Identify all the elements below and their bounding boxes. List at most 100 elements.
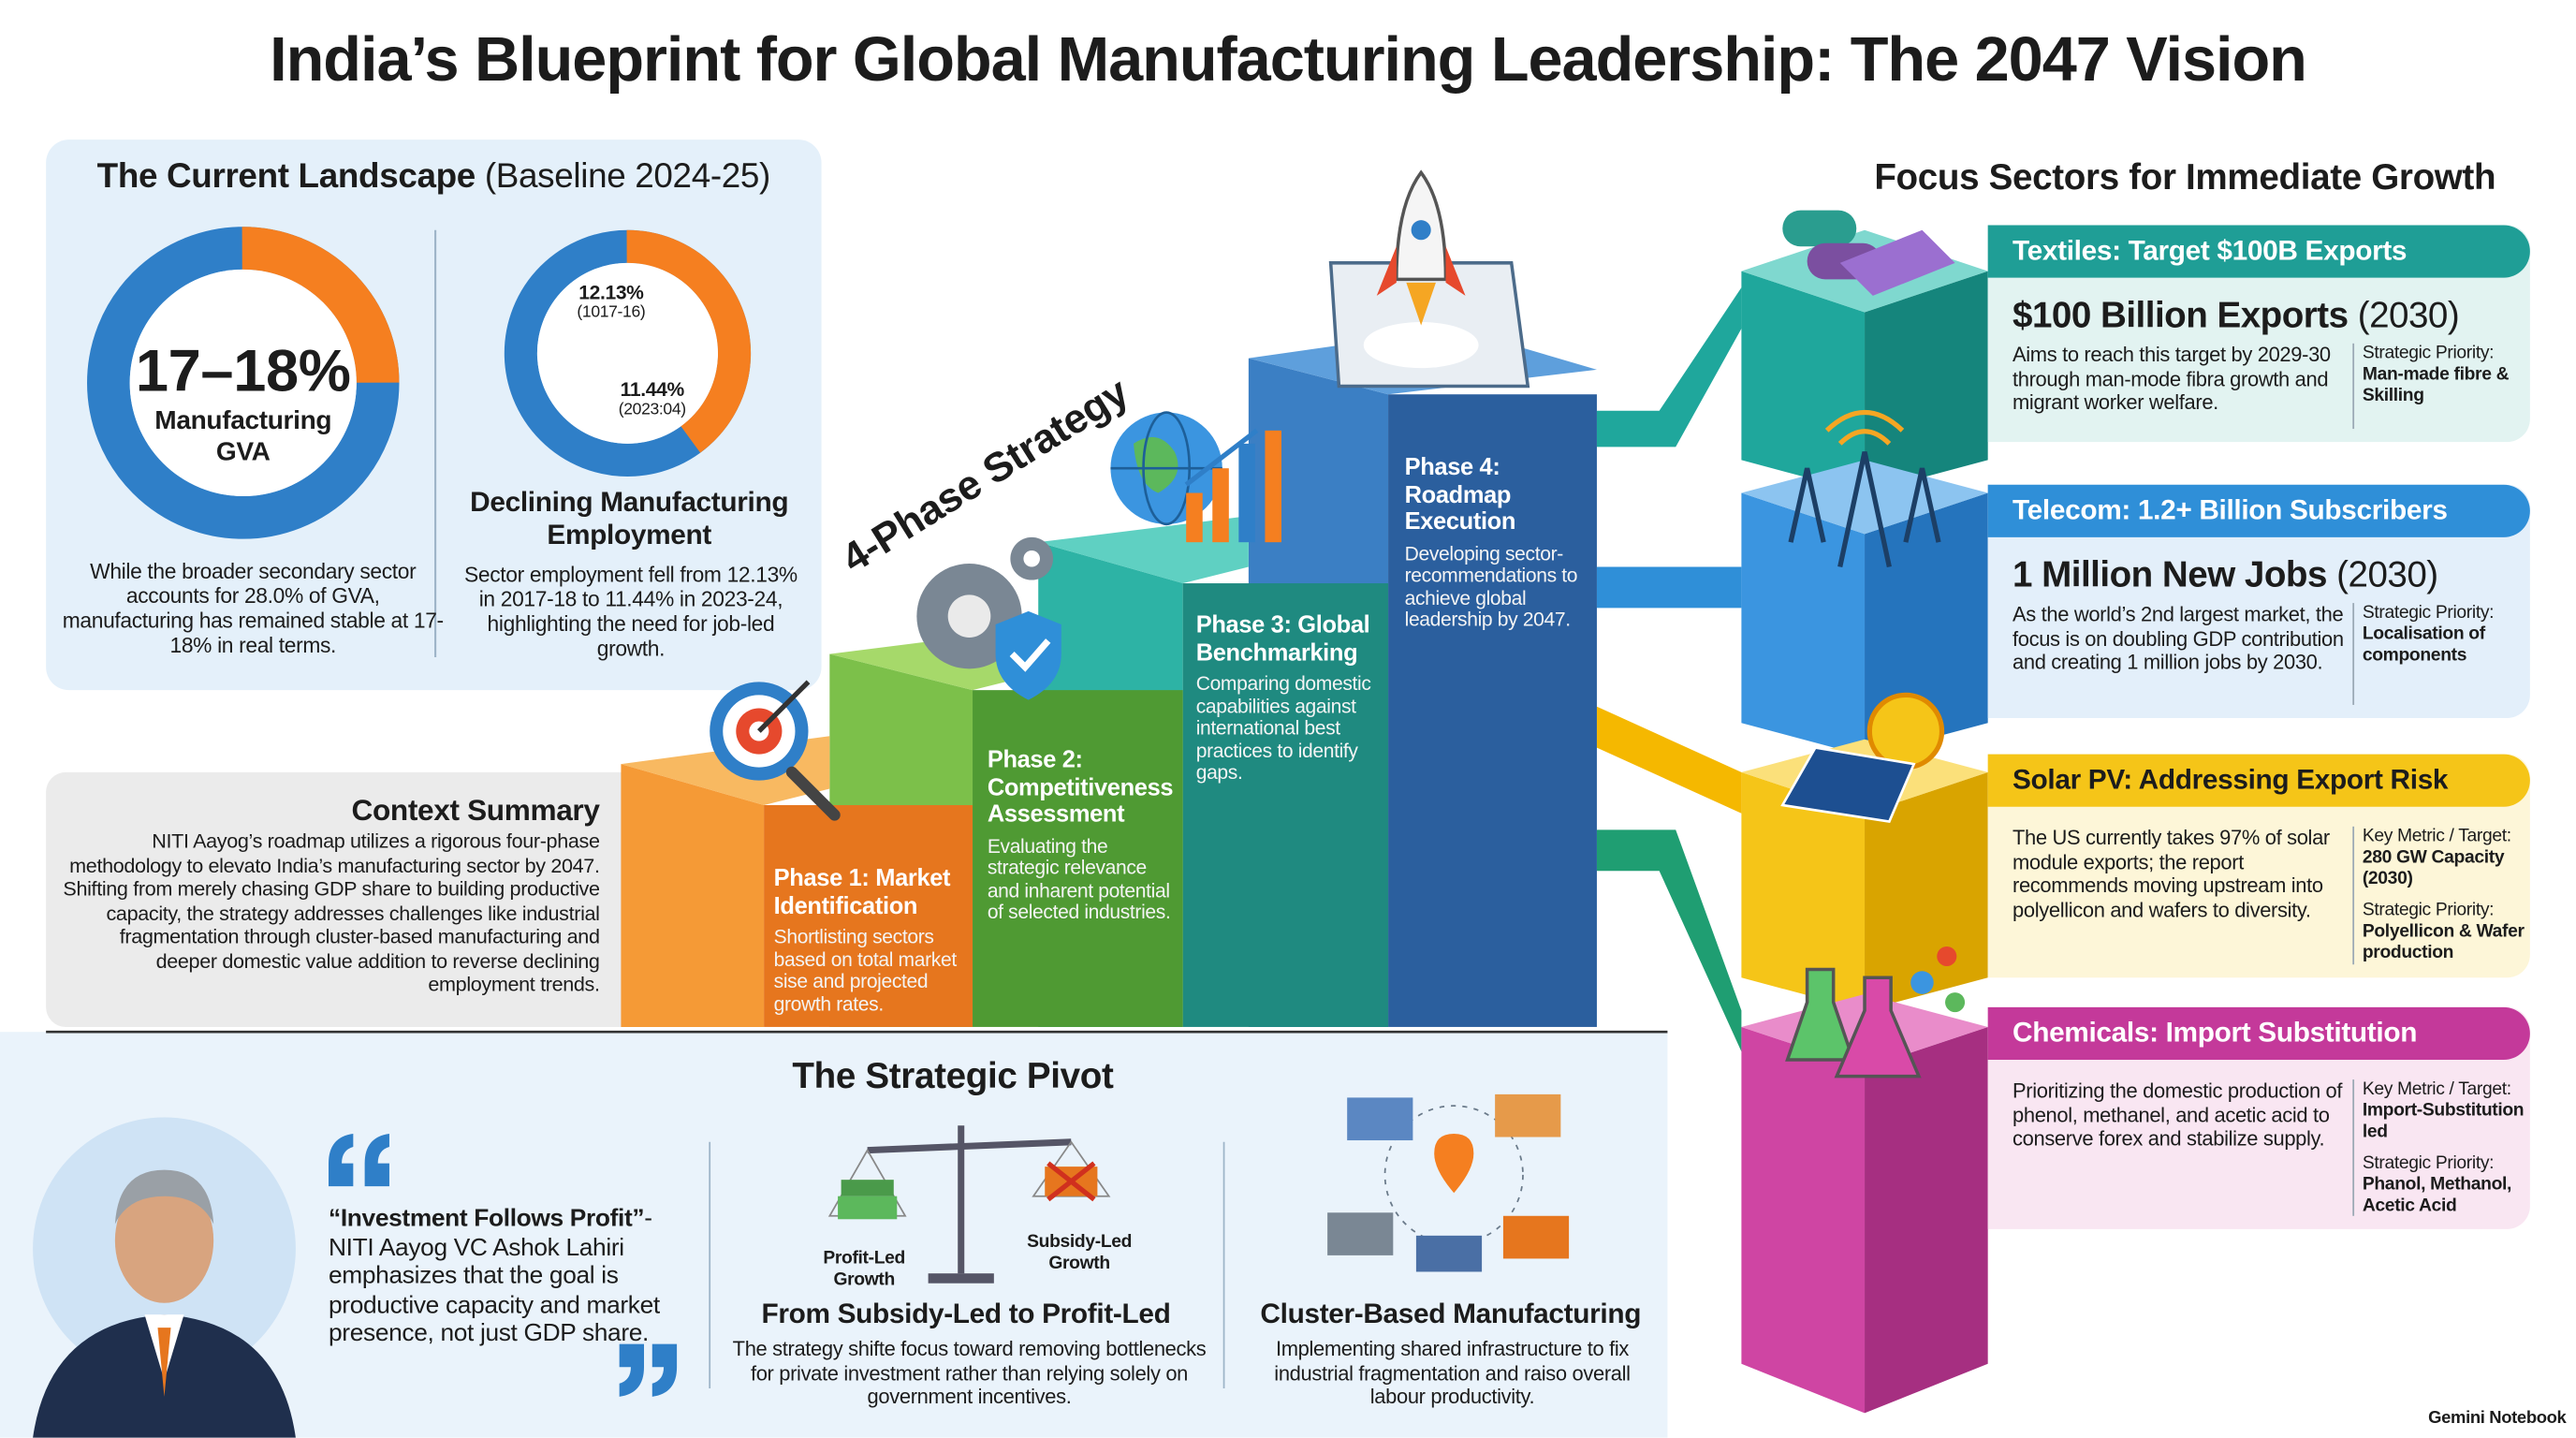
- side-label: Strategic Priority:: [2362, 603, 2495, 624]
- side-label: Key Metric / Target:: [2362, 1079, 2511, 1100]
- employment-2023-value: 11.44%: [620, 377, 685, 402]
- heading-baseline: (Baseline 2024-25): [484, 157, 771, 196]
- decor-ellipse: [1363, 321, 1479, 369]
- telecom-icon: [1788, 410, 1941, 568]
- gva-donut-center: [129, 269, 357, 497]
- decor-rect: [973, 690, 1183, 1027]
- phase: Phase 1: Market Identification Shortlisti…: [774, 866, 968, 1016]
- quote-marks: [329, 1134, 678, 1397]
- employment-donut-center: [536, 262, 718, 444]
- sector-header: Telecom: 1.2+ Billion Subscribers: [1987, 484, 2530, 537]
- decor-polygon: [1865, 771, 1988, 1011]
- decor-rect: [1502, 1215, 1570, 1259]
- decor-rect: [1347, 1097, 1413, 1141]
- quote: “Investment Follows Profit”-NITI Aayog V…: [329, 1204, 677, 1348]
- decor-polygon: [1741, 271, 1866, 493]
- side-divider: [2352, 603, 2355, 705]
- sector-side: Key Metric / Target: Import-Substitution …: [2363, 1079, 2527, 1227]
- sectors-heading: Focus Sectors for Immediate Growth: [1874, 155, 2496, 198]
- decor-polygon: [1780, 746, 1916, 824]
- connector: [1596, 706, 1742, 814]
- side-value: Phanol, Methanol, Acetic Acid: [2362, 1174, 2512, 1216]
- decor-path: [1184, 428, 1259, 487]
- side-label: Strategic Priority:: [2362, 343, 2495, 363]
- decor-line: [867, 1138, 1072, 1154]
- headline-year: (2030): [2357, 294, 2460, 336]
- phase: Phase 4: Roadmap Execution Developing sec…: [1405, 455, 1592, 632]
- decor-path: [114, 1169, 214, 1225]
- decor-path: [1009, 638, 1051, 672]
- connector: [1596, 287, 1742, 448]
- side-value: Polyellicon & Wafer production: [2362, 921, 2525, 963]
- balance-icon: [827, 1125, 1111, 1284]
- decor-polygon: [1741, 771, 1866, 1011]
- decor-path: [1406, 282, 1436, 326]
- decor-path: [619, 1343, 644, 1397]
- shift-heading: From Subsidy-Led to Profit-Led: [761, 1298, 1171, 1329]
- sector-header: Textiles: Target $100B Exports: [1987, 225, 2530, 278]
- phase-text: Evaluating the strategic relevance and i…: [987, 833, 1171, 924]
- decor-polygon: [1865, 271, 1988, 493]
- sector-header: Chemicals: Import Substitution: [1987, 1006, 2530, 1061]
- employment-2023-year: (2023:04): [618, 401, 686, 419]
- phase-text: Developing sector-recommendations to ach…: [1404, 541, 1578, 631]
- gva-label: Manufacturing GVA: [154, 407, 332, 467]
- decor-polygon: [1839, 229, 1955, 296]
- employment-2017-year: (1017-16): [577, 303, 646, 322]
- decor-ellipse: [114, 1178, 214, 1303]
- decor-path: [157, 1328, 171, 1397]
- footer: Gemini Notebook: [2428, 1408, 2567, 1429]
- sector-text: The US currently takes 97% of solar modu…: [2012, 826, 2330, 921]
- page-title: India’s Blueprint for Global Manufacturi…: [270, 26, 2307, 95]
- sector-side: Strategic Priority: Localisation of compo…: [2363, 603, 2527, 677]
- side-value: 280 GW Capacity (2030): [2362, 847, 2505, 889]
- decor-path: [1903, 467, 1941, 543]
- side-label: Key Metric / Target:: [2362, 826, 2511, 846]
- sector-headline: 1 Million New Jobs (2030): [2012, 553, 2530, 596]
- solar-icon: [1780, 692, 1945, 824]
- decor-path: [1837, 451, 1892, 568]
- context-text: NITI Aayog’s roadmap utilizes a rigorous…: [63, 829, 600, 996]
- decor-circle: [1945, 992, 1966, 1013]
- side-value: Localisation of components: [2362, 624, 2485, 666]
- decor-circle: [1937, 946, 1957, 966]
- sector-text: Aims to reach this target by 2029-30 thr…: [2012, 343, 2331, 415]
- headline-year: (2030): [2336, 553, 2438, 595]
- phase-title: Phase 1: Market Identification: [773, 865, 951, 919]
- sector-text: Prioritizing the domestic production of …: [2012, 1079, 2343, 1151]
- decor-rect: [1388, 394, 1597, 1027]
- employment-heading: Declining Manufacturing Employment: [470, 486, 789, 550]
- decor-rect: [1182, 583, 1389, 1027]
- balance-left: Profit-Led Growth: [823, 1248, 906, 1290]
- sector-columns: [1741, 229, 1988, 1414]
- context-panel: [46, 771, 641, 1027]
- decor-rect: [1265, 430, 1281, 543]
- target-icon: [710, 680, 841, 821]
- decor-circle: [1866, 692, 1945, 770]
- decor-rect: [1495, 1093, 1561, 1137]
- quote-title: “Investment Follows Profit”: [329, 1204, 645, 1233]
- decor-polygon: [621, 764, 765, 1027]
- side-divider: [2352, 1079, 2355, 1216]
- decor-path: [1434, 1134, 1474, 1194]
- staircase: [621, 329, 1597, 1027]
- decor-rect: [1212, 468, 1229, 543]
- globe-icon: [1110, 411, 1281, 543]
- decor-line: [756, 680, 811, 733]
- side-value: Import-Substitution led: [2362, 1100, 2525, 1142]
- portrait: [33, 1117, 296, 1438]
- side-divider: [2352, 343, 2355, 430]
- side-label: Strategic Priority:: [2362, 900, 2495, 920]
- gva-value: 17–18%: [135, 336, 351, 404]
- connector: [1596, 566, 1742, 609]
- decor-path: [1788, 467, 1826, 543]
- landscape-heading: The Current Landscape (Baseline 2024-25): [46, 157, 821, 197]
- sector-header: Solar PV: Addressing Export Risk: [1987, 754, 2530, 807]
- connector: [1596, 829, 1742, 1052]
- decor-path: [995, 610, 1061, 700]
- phase: Phase 2: Competitiveness Assessment Evalu…: [988, 748, 1178, 925]
- chemistry-icon: [1785, 946, 1966, 1078]
